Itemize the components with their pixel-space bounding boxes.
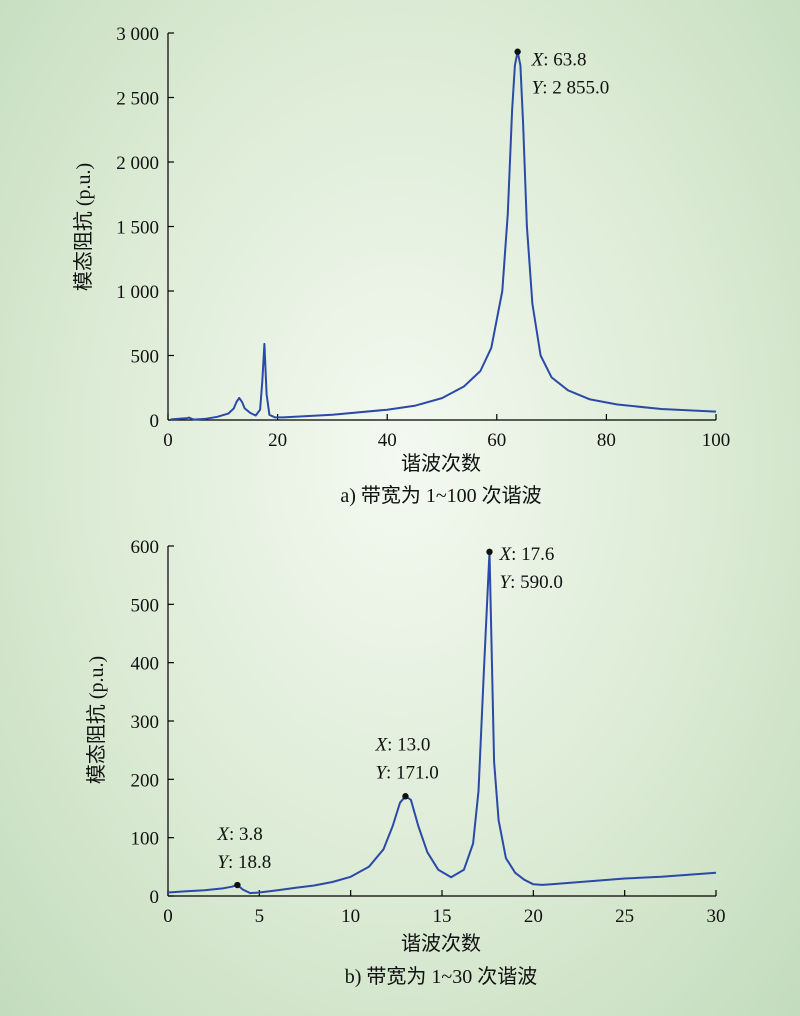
peak-marker	[402, 793, 409, 800]
y-tick-label: 600	[131, 537, 160, 558]
peak-marker	[234, 881, 241, 889]
y-tick-label: 500	[131, 347, 160, 368]
chart-a-caption: a) 带宽为 1~100 次谐波	[340, 484, 541, 507]
peak-x-label: X: 63.8	[531, 50, 587, 71]
x-tick-label: 20	[268, 430, 287, 451]
chart-b-ylabel: 模态阻抗 (p.u.)	[85, 656, 108, 784]
x-tick-label: 20	[524, 906, 543, 927]
x-tick-label: 0	[163, 430, 173, 451]
peak-x-label: X: 17.6	[498, 544, 554, 565]
chart-b-caption: b) 带宽为 1~30 次谐波	[345, 965, 537, 988]
x-tick-label: 15	[433, 906, 452, 927]
y-tick-label: 200	[131, 770, 160, 791]
x-tick-label: 10	[341, 906, 360, 927]
chart-a-xlabel: 谐波次数	[401, 452, 481, 475]
y-tick-label: 1 000	[116, 282, 159, 303]
peak-y-label: Y: 2 855.0	[532, 78, 610, 99]
peak-y-label: Y: 171.0	[375, 762, 438, 783]
chart-b-xlabel: 谐波次数	[401, 932, 481, 955]
peak-y-label: Y: 590.0	[499, 572, 562, 593]
x-tick-label: 80	[597, 430, 616, 451]
chart-a-ylabel: 模态阻抗 (p.u.)	[72, 163, 95, 291]
y-tick-label: 300	[131, 712, 160, 733]
x-tick-label: 30	[707, 906, 726, 927]
y-tick-label: 0	[150, 411, 160, 432]
y-tick-label: 0	[150, 887, 160, 908]
x-tick-label: 100	[702, 430, 731, 451]
y-tick-label: 3 000	[116, 24, 159, 45]
chart-a: 谐波次数 模态阻抗 (p.u.) a) 带宽为 1~100 次谐波 0 20 40 6…	[72, 24, 730, 507]
peak-marker	[486, 548, 493, 556]
peak-x-label: X: 13.0	[374, 734, 430, 755]
x-tick-label: 60	[487, 430, 506, 451]
x-tick-label: 40	[378, 430, 397, 451]
y-tick-label: 2 000	[116, 153, 159, 174]
peak-marker	[514, 48, 521, 55]
y-tick-label: 1 500	[116, 218, 159, 239]
peak-x-label: X: 3.8	[216, 824, 262, 845]
x-tick-label: 25	[615, 906, 634, 927]
x-tick-label: 0	[163, 906, 173, 927]
y-tick-label: 2 500	[116, 89, 159, 110]
y-tick-label: 500	[131, 595, 160, 616]
y-tick-label: 400	[131, 654, 160, 675]
y-tick-label: 100	[131, 829, 160, 850]
chart-b: 谐波次数 模态阻抗 (p.u.) b) 带宽为 1~30 次谐波 0 5 10 15 2…	[85, 537, 726, 988]
x-tick-label: 5	[255, 906, 265, 927]
series-line	[170, 50, 717, 421]
series-line	[167, 550, 717, 895]
peak-y-label: Y: 18.8	[217, 852, 271, 873]
